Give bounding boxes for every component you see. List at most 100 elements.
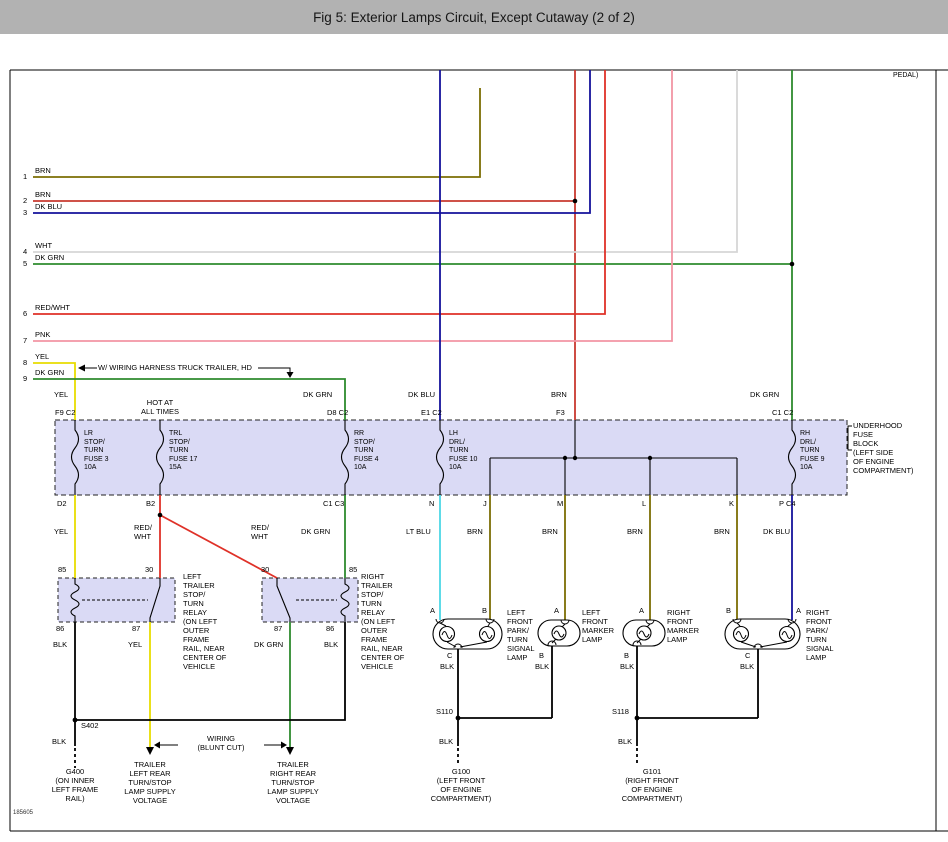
ground-g400: G400 (ON INNER LEFT FRAME RAIL) [51, 767, 99, 803]
wire-brn-line1 [33, 88, 481, 178]
junction-dots [72, 198, 795, 723]
line-number-4: 4 [23, 247, 28, 256]
right-relay-pin-85: 85 [349, 565, 358, 574]
line-number-3: 3 [23, 208, 28, 217]
g101-blk-label: BLK [618, 737, 633, 746]
hot-at-all-times: HOT AT ALL TIMES [141, 398, 179, 416]
pin-p-c4: P C4 [779, 499, 796, 508]
left-park-turn-filaments [441, 631, 493, 639]
fuse-lr-stop-turn-label: LR STOP/ TURN FUSE 3 10A [84, 430, 109, 472]
wire-color-label-line7: PNK [35, 330, 51, 339]
diagram-number: 185605 [13, 810, 34, 816]
pin-m: M [557, 499, 564, 508]
wire-blk-right-relay-86 [77, 622, 346, 721]
lamp2-out-blk: BLK [535, 662, 550, 671]
below-label-dkblu: DK BLU [763, 527, 791, 536]
line-number-2: 2 [23, 196, 28, 205]
trailer-left-supply-note: TRAILER LEFT REAR TURN/STOP LAMP SUPPLY … [124, 760, 176, 805]
fuse-block-name: UNDERHOOD FUSE BLOCK (LEFT SIDE OF ENGIN… [853, 421, 914, 475]
left-relay-pin-85: 85 [58, 565, 67, 574]
above-block-label-brn: BRN [551, 390, 567, 399]
wire-color-label-line9: DK GRN [35, 368, 65, 377]
junction-s118 [634, 715, 640, 721]
lamp3-pin-b: B [624, 651, 630, 660]
junction-dkgrn-line5 [789, 261, 795, 267]
relay-out-yel: YEL [128, 640, 143, 649]
wire-color-label-line3: DK BLU [35, 202, 63, 211]
below-label-redwht-2: RED/ WHT [251, 523, 269, 541]
lamp4-name: RIGHT FRONT PARK/ TURN SIGNAL LAMP [806, 608, 834, 662]
lamp2-pin-a: A [554, 606, 560, 615]
fuse-symbol-lr-stop-turn [70, 420, 80, 495]
lamp2-pin-b: B [539, 651, 545, 660]
lamp3-name: RIGHT FRONT MARKER LAMP [667, 608, 700, 644]
blunt-cut-left-arrowhead [154, 741, 160, 749]
junction-redwht-branch [157, 512, 163, 518]
lamp1-out-blk: BLK [440, 662, 455, 671]
pin-d8-c2: D8 C2 [327, 408, 349, 417]
wire-redwht-branch-to-right-relay [159, 514, 278, 579]
lamp4-out-blk: BLK [740, 662, 755, 671]
below-label-brn-j: BRN [467, 527, 483, 536]
below-label-brn-l: BRN [627, 527, 643, 536]
ground-g100: G100 (LEFT FRONT OF ENGINE COMPARTMENT) [430, 767, 492, 803]
lamp4-pin-a: A [796, 606, 802, 615]
below-label-dkgrn: DK GRN [301, 527, 331, 536]
above-block-label-dkblu: DK BLU [408, 390, 436, 399]
title-bar: Fig 5: Exterior Lamps Circuit, Except Cu… [0, 0, 948, 34]
fuse-symbol-trl-stop-turn [155, 420, 165, 495]
pin-j: J [483, 499, 487, 508]
right-relay-pin-87: 87 [274, 624, 283, 633]
left-relay-pin-86: 86 [56, 624, 65, 633]
splice-s402: S402 [81, 721, 99, 730]
wire-color-label-line2: BRN [35, 190, 51, 199]
right-relay-pin-86: 86 [326, 624, 335, 633]
relay-out-dkgrn: DK GRN [254, 640, 284, 649]
below-label-redwht-1: RED/ WHT [134, 523, 152, 541]
junction-s110 [455, 715, 461, 721]
page-continuation-ref: PEDAL) [893, 72, 919, 79]
below-label-ltblu: LT BLU [406, 527, 431, 536]
junction-bus-l [647, 455, 653, 461]
left-relay-name: LEFT TRAILER STOP/ TURN RELAY (ON LEFT O… [183, 572, 227, 671]
figure-title: Fig 5: Exterior Lamps Circuit, Except Cu… [313, 9, 635, 25]
black-wires [74, 622, 759, 768]
left-relay-pin-30: 30 [145, 565, 154, 574]
below-label-brn-m: BRN [542, 527, 558, 536]
wire-dkblu-line3 [33, 70, 591, 214]
ground-g101: G101 (RIGHT FRONT OF ENGINE COMPARTMENT) [621, 767, 683, 803]
wire-yel-line8 [33, 362, 76, 420]
line-number-7: 7 [23, 336, 28, 345]
pin-n: N [429, 499, 435, 508]
left-supply-arrowhead [146, 747, 154, 755]
right-marker-internal-wires [636, 623, 651, 644]
line-number-9: 9 [23, 374, 28, 383]
below-label-brn-k: BRN [714, 527, 730, 536]
wire-color-label-line5: DK GRN [35, 253, 65, 262]
junction-brn-line2 [572, 198, 578, 204]
lamp4-pin-b: B [726, 606, 732, 615]
junction-s402 [72, 717, 78, 723]
left-marker-filament [553, 630, 565, 638]
left-relay-coil [70, 578, 80, 622]
lamp4-pin-c: C [745, 651, 751, 660]
harness-note-right-arrow-line [258, 367, 291, 372]
left-park-turn-internal-wires [439, 622, 491, 648]
line-number-6: 6 [23, 309, 28, 318]
line-number-5: 5 [23, 259, 28, 268]
fuse-lh-drl-turn-label: LH DRL/ TURN FUSE 10 10A [449, 430, 478, 472]
junction-bus-f3 [572, 455, 578, 461]
line-number-8: 8 [23, 358, 28, 367]
fuse-symbol-rr-stop-turn [340, 420, 350, 495]
fuse-trl-stop-turn-label: TRL STOP/ TURN FUSE 17 15A [169, 430, 198, 472]
lamp3-out-blk: BLK [620, 662, 635, 671]
lamp-symbols [432, 618, 801, 650]
wire-color-label-line1: BRN [35, 166, 51, 175]
right-relay-name: RIGHT TRAILER STOP/ TURN RELAY (ON LEFT … [361, 572, 405, 671]
fuse-symbol-rh-drl-turn [787, 420, 797, 495]
pin-c1-c3: C1 C3 [323, 499, 345, 508]
pin-d2: D2 [57, 499, 67, 508]
trailer-right-supply-note: TRAILER RIGHT REAR TURN/STOP LAMP SUPPLY… [267, 760, 319, 805]
